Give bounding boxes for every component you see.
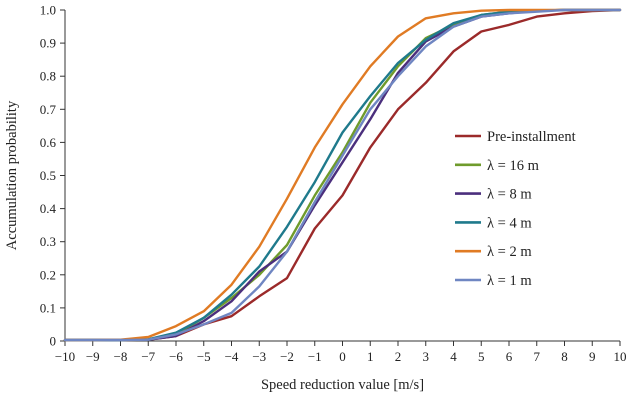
legend-label: λ = 2 m [487, 244, 532, 260]
x-tick-label: −1 [308, 349, 322, 364]
legend: Pre-installment λ = 16 m λ = 8 m λ = 4 m λ =… [455, 129, 576, 289]
x-tick-label: 8 [561, 349, 568, 364]
y-tick-label: 0.2 [40, 267, 56, 282]
y-tick-label: 0.6 [40, 135, 57, 150]
axes [64, 10, 620, 342]
x-tick-label: 0 [339, 349, 346, 364]
x-tick-label: −7 [141, 349, 155, 364]
series-line-3 [63, 8, 622, 342]
legend-label: λ = 8 m [487, 187, 532, 203]
x-tick-label: 6 [506, 349, 513, 364]
x-axis-ticks: −10 −9 −8 −7 −6 −5 −4 −3 −2 −1 0 1 2 3 4 5 6 7 8 9 10 [55, 341, 627, 364]
legend-label: λ = 1 m [487, 273, 532, 289]
series-line-4 [63, 8, 622, 342]
y-tick-label: 0.3 [40, 234, 56, 249]
legend-label: Pre-installment [487, 129, 576, 145]
x-tick-label: 7 [534, 349, 541, 364]
y-axis-title: Accumulation probability [4, 100, 20, 250]
x-tick-label: 3 [423, 349, 430, 364]
legend-label: λ = 16 m [487, 158, 540, 174]
y-tick-label: 0.8 [40, 69, 56, 84]
x-tick-label: −8 [114, 349, 128, 364]
x-tick-label: 5 [478, 349, 485, 364]
series-line-1 [63, 8, 622, 342]
y-tick-label: 0 [50, 334, 57, 349]
y-tick-label: 0.1 [40, 300, 56, 315]
x-tick-label: −6 [169, 349, 183, 364]
x-tick-label: 10 [614, 349, 627, 364]
y-tick-label: 1.0 [40, 3, 56, 18]
x-tick-label: 2 [395, 349, 402, 364]
x-tick-label: −3 [252, 349, 266, 364]
series-line-5 [63, 8, 622, 342]
x-tick-label: −9 [86, 349, 100, 364]
y-tick-label: 0.9 [40, 36, 56, 51]
x-tick-label: 4 [450, 349, 457, 364]
y-tick-label: 0.7 [40, 102, 57, 117]
x-tick-label: −2 [280, 349, 294, 364]
x-tick-label: 9 [589, 349, 596, 364]
series-layer [63, 8, 622, 342]
x-tick-label: −5 [197, 349, 211, 364]
y-axis-ticks: 0 0.1 0.2 0.3 0.4 0.5 0.6 0.7 0.8 0.9 1.0 [40, 3, 65, 349]
series-line-2 [63, 8, 622, 342]
series-line-6 [63, 8, 622, 342]
x-tick-label: −10 [55, 349, 75, 364]
x-axis-title: Speed reduction value [m/s] [261, 377, 424, 393]
x-tick-label: 1 [367, 349, 374, 364]
legend-label: λ = 4 m [487, 215, 532, 231]
x-tick-label: −4 [225, 349, 239, 364]
y-tick-label: 0.5 [40, 168, 56, 183]
y-tick-label: 0.4 [40, 201, 57, 216]
